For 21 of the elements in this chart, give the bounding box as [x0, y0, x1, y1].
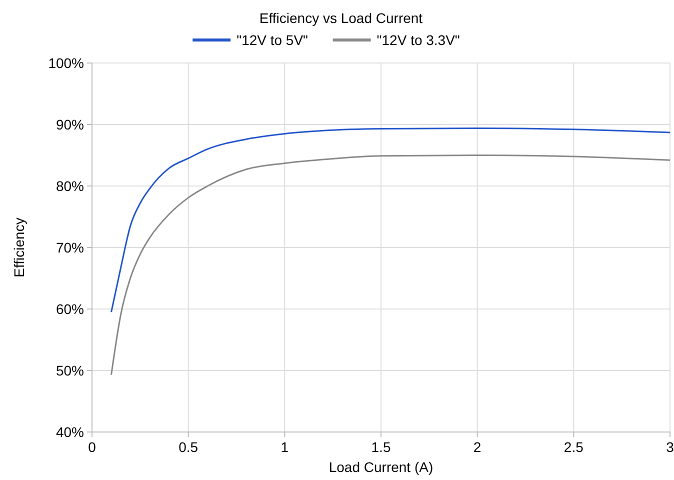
y-axis-title: Efficiency [11, 218, 27, 278]
x-tick-label: 2.5 [564, 439, 584, 455]
y-tick-label: 50% [56, 362, 84, 378]
x-axis-title: Load Current (A) [328, 459, 434, 475]
line-series [110, 127, 671, 313]
x-tick-label: 1.5 [371, 439, 391, 455]
x-tick-label: 0.5 [178, 439, 198, 455]
legend-label: "12V to 5V" [236, 32, 308, 48]
chart-title: Efficiency vs Load Current [259, 10, 423, 26]
y-tick-label: 100% [48, 55, 84, 71]
legend-label: "12V to 3.3V" [376, 32, 460, 48]
x-tick-label: 2 [473, 439, 482, 455]
y-tick-label: 80% [56, 178, 84, 194]
line-series [110, 154, 671, 376]
y-tick-label: 70% [56, 240, 84, 256]
y-tick-label: 40% [56, 424, 84, 440]
x-tick-label: 1 [280, 439, 289, 455]
x-tick-label: 0 [88, 439, 96, 455]
y-tick-label: 90% [56, 116, 84, 132]
y-tick-label: 60% [56, 301, 84, 317]
x-tick-label: 3 [666, 439, 674, 455]
